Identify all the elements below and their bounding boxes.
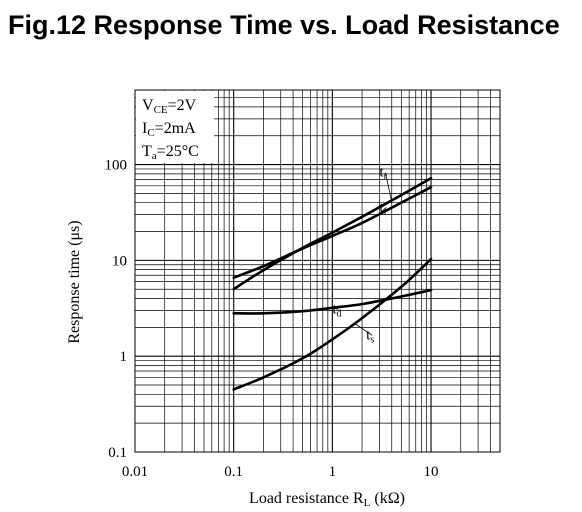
series-ts-line <box>232 257 433 391</box>
series-ts-leader <box>354 323 373 336</box>
x-axis-label: Load resistance RL (kΩ) <box>249 490 405 509</box>
label-leaders <box>332 172 392 336</box>
y-tick-label: 100 <box>105 158 128 174</box>
y-axis-label: Response time (μs) <box>66 220 83 343</box>
series-tr-leader <box>385 172 392 201</box>
y-tick-labels: 0.1 1 10 100 <box>105 158 128 461</box>
plot-frame <box>134 89 501 453</box>
condition-ta: Ta=25°C <box>142 143 199 162</box>
curve-labels: tr tf td ts <box>332 165 387 346</box>
x-tick-label: 0.1 <box>224 464 243 480</box>
series-tf-line <box>232 185 433 279</box>
conditions-box <box>136 91 214 163</box>
series-ts-label: ts <box>366 327 374 345</box>
chart-title: Fig.12 Response Time vs. Load Resistance <box>8 10 560 40</box>
x-tick-label: 1 <box>329 464 337 480</box>
y-tick-label: 1 <box>120 349 128 365</box>
x-tick-label: 0.01 <box>122 464 148 480</box>
y-tick-label: 0.1 <box>108 445 127 461</box>
x-tick-label: 10 <box>424 464 439 480</box>
series-td-label: td <box>332 301 341 319</box>
series-tf-leader <box>379 207 386 215</box>
series-tr-label: tr <box>379 165 387 183</box>
condition-vce: VCE=2V <box>142 97 197 116</box>
condition-ic: IC=2mA <box>142 120 196 139</box>
series-tr-line <box>232 176 433 291</box>
x-tick-labels: 0.01 0.1 1 10 <box>122 464 439 480</box>
series-td-leader <box>332 307 339 310</box>
y-tick-label: 10 <box>112 253 127 269</box>
series-tf-label: tf <box>379 200 387 218</box>
conditions: VCE=2V IC=2mA Ta=25°C <box>142 97 199 162</box>
